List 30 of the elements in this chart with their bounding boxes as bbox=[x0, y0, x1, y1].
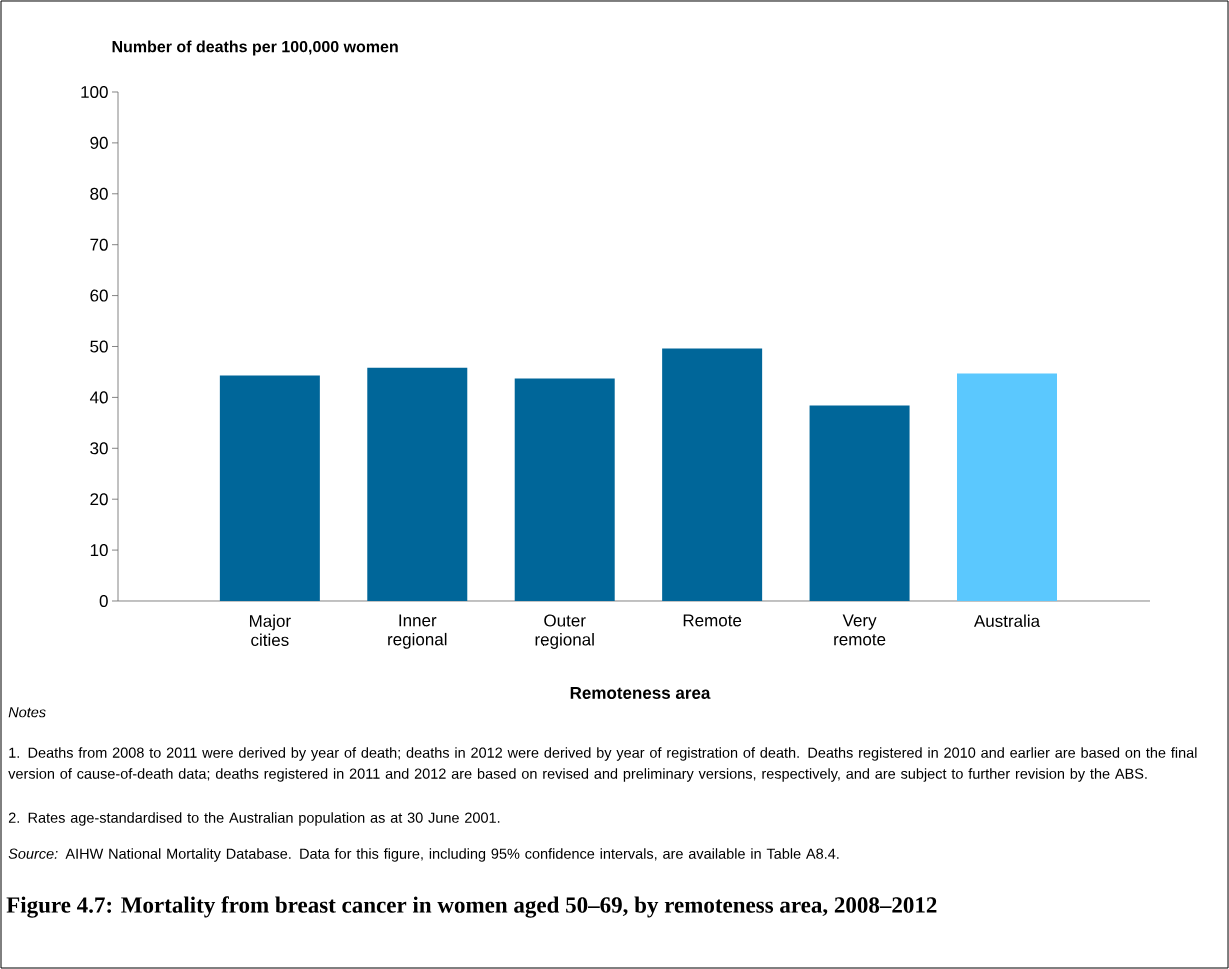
text: Notes bbox=[8, 707, 46, 718]
y-tick-label: 40 bbox=[89, 391, 108, 404]
text: 2. Rates age-standardised to the Australian population as at 30 June 2001. bbox=[8, 812, 500, 826]
y-tick-label: 10 bbox=[90, 544, 108, 557]
x-tick-label: Very remote bbox=[834, 614, 886, 646]
bar bbox=[367, 367, 468, 601]
y-tick-label: 90 bbox=[90, 136, 108, 149]
bar bbox=[662, 348, 763, 601]
x-axis-title: Remoteness area bbox=[570, 687, 711, 699]
y-axis-title: Number of deaths per 100,000 women bbox=[112, 40, 398, 56]
x-tick-label: Major cities bbox=[249, 614, 291, 647]
text: Figure 4.7: Mortality from breast cancer in women aged 50–69, by remoteness area, 2008–2012 bbox=[6, 896, 937, 918]
text: 1. Deaths from 2008 to 2011 were derived by year of death; deaths in 2012 were derived by year of registration of death. Deaths registered in 2010 and earlier are based on the final version of cause-of-death data; deaths registered in 2011 and 2012 are based on revised and preliminary versions, respectively, and are subject to further revision by the ABS. bbox=[8, 747, 1197, 782]
bar bbox=[219, 375, 320, 601]
y-tick-label: 100 bbox=[81, 85, 108, 99]
y-tick-label: 30 bbox=[90, 442, 108, 455]
x-tick-label: Outer regional bbox=[535, 614, 594, 649]
x-tick-label: Australia bbox=[973, 614, 1041, 628]
y-tick-label: 80 bbox=[90, 187, 108, 200]
y-tick-label: 60 bbox=[90, 289, 108, 302]
y-tick-label: 0 bbox=[99, 594, 108, 608]
bar bbox=[957, 373, 1057, 601]
y-tick-label: 50 bbox=[90, 340, 108, 353]
x-tick-label: Remote bbox=[683, 614, 742, 627]
y-tick-label: 70 bbox=[90, 238, 108, 251]
bar bbox=[809, 405, 910, 601]
y-tick-label: 20 bbox=[90, 493, 108, 506]
bar bbox=[514, 378, 615, 601]
text: Source: AIHW National Mortality Database. Data for this figure, including 95% confidence intervals, are available in Table A8.4. bbox=[8, 848, 839, 862]
x-tick-label: Inner regional bbox=[388, 614, 447, 649]
